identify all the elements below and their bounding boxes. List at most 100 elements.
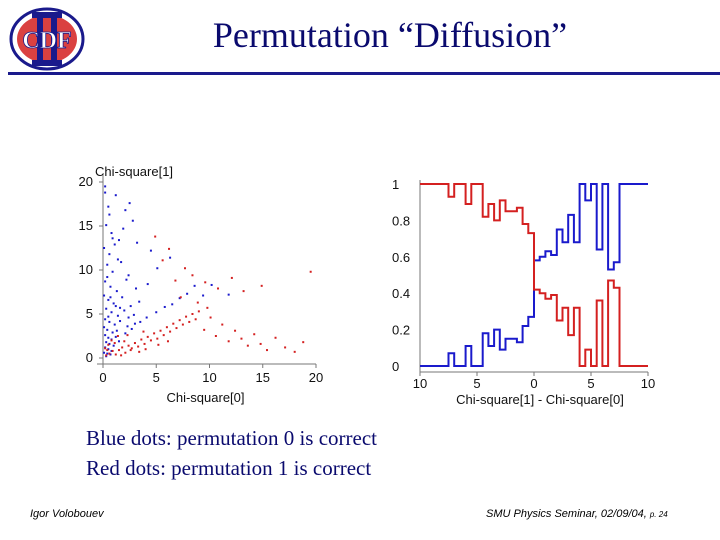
scatter-point <box>116 314 119 317</box>
footer-event: SMU Physics Seminar, 02/09/04, p. 24 <box>486 508 668 520</box>
scatter-point <box>104 318 107 321</box>
scatter-point <box>188 320 191 323</box>
scatter-point <box>103 351 106 354</box>
scatter-point <box>113 323 116 326</box>
scatter-point <box>123 340 126 343</box>
scatter-point <box>230 276 233 279</box>
scatter-point <box>105 341 108 344</box>
scatter-point <box>156 337 159 340</box>
scatter-point <box>203 328 206 331</box>
scatter-point <box>115 329 118 332</box>
y-tick-label: 1 <box>392 177 399 192</box>
scatter-point <box>135 287 138 290</box>
scatter-point <box>105 354 108 357</box>
scatter-point <box>309 270 312 273</box>
scatter-point <box>124 332 127 335</box>
scatter-point <box>104 191 107 194</box>
scatter-point <box>293 350 296 353</box>
scatter-point <box>196 301 199 304</box>
scatter-point <box>107 315 110 318</box>
scatter-point <box>234 329 237 332</box>
scatter-point <box>126 334 129 337</box>
scatter-point <box>126 325 129 328</box>
scatter-point <box>153 332 156 335</box>
scatter-point <box>266 349 269 352</box>
scatter-point <box>175 327 178 330</box>
scatter-point <box>133 342 136 345</box>
x-axis-label: Chi-square[1] - Chi-square[0] <box>456 392 624 407</box>
scatter-point <box>127 316 130 319</box>
scatter-point <box>117 349 120 352</box>
scatter-point <box>184 267 187 270</box>
scatter-point <box>217 287 220 290</box>
scatter-point <box>130 327 133 330</box>
y-tick-label: 0.4 <box>392 286 410 301</box>
scatter-point <box>110 349 113 352</box>
scatter-point <box>163 305 166 308</box>
y-axis-label: Chi-square[1] <box>95 164 173 179</box>
scatter-point <box>186 292 189 295</box>
scatter-point <box>123 309 126 312</box>
scatter-point <box>284 346 287 349</box>
scatter-point <box>107 348 110 351</box>
y-tick-label: 0.6 <box>392 250 410 265</box>
scatter-point <box>146 283 149 286</box>
scatter-point <box>185 315 188 318</box>
scatter-point <box>104 185 107 188</box>
scatter-point <box>156 267 159 270</box>
x-axis-label: Chi-square[0] <box>166 390 244 405</box>
x-tick-label: 5 <box>473 376 480 391</box>
scatter-point <box>161 259 164 262</box>
scatter-point <box>115 290 118 293</box>
scatter-point <box>246 344 249 347</box>
cdf-logo: CDF II <box>9 6 85 71</box>
scatter-point <box>178 319 181 322</box>
y-tick-label: 10 <box>79 262 93 277</box>
scatter-point <box>106 352 109 355</box>
scatter-point <box>140 338 143 341</box>
scatter-point <box>106 276 109 279</box>
scatter-point <box>165 326 168 329</box>
scatter-point <box>111 349 114 352</box>
page-title: Permutation “Diffusion” <box>212 15 568 55</box>
scatter-point <box>142 330 145 333</box>
scatter-point <box>169 256 172 259</box>
scatter-point <box>191 313 194 315</box>
scatter-point <box>137 345 140 348</box>
scatter-point <box>209 316 212 319</box>
x-tick-label: 10 <box>413 376 427 391</box>
scatter-point <box>121 296 124 299</box>
scatter-point <box>104 347 107 350</box>
scatter-point <box>194 318 197 321</box>
scatter-point <box>113 243 116 246</box>
scatter-point <box>127 274 130 277</box>
scatter-point <box>181 323 184 326</box>
scatter-point <box>154 235 157 238</box>
scatter-point <box>155 311 158 314</box>
scatter-point <box>133 322 136 325</box>
scatter-point <box>109 353 112 356</box>
scatter-point <box>191 274 194 277</box>
scatter-point <box>119 306 122 309</box>
scatter-point <box>113 342 116 345</box>
scatter-point <box>104 280 107 283</box>
scatter-point <box>139 320 142 323</box>
step-series-line <box>420 183 648 367</box>
scatter-point <box>214 335 217 337</box>
scatter-point <box>114 353 117 356</box>
scatter-point <box>103 247 106 249</box>
logo-numeral: II <box>47 6 48 7</box>
scatter-point <box>169 330 172 333</box>
scatter-point <box>159 329 162 332</box>
scatter-point <box>111 237 114 240</box>
scatter-point <box>110 339 113 342</box>
scatter-point <box>124 351 127 354</box>
scatter-point <box>116 335 119 337</box>
logo-text: CDF <box>22 28 71 54</box>
scatter-point <box>143 342 146 345</box>
scatter-point <box>259 342 262 345</box>
scatter-point <box>168 247 171 250</box>
y-tick-label: 15 <box>79 218 93 233</box>
scatter-point <box>210 283 213 286</box>
y-tick-label: 5 <box>86 306 93 321</box>
